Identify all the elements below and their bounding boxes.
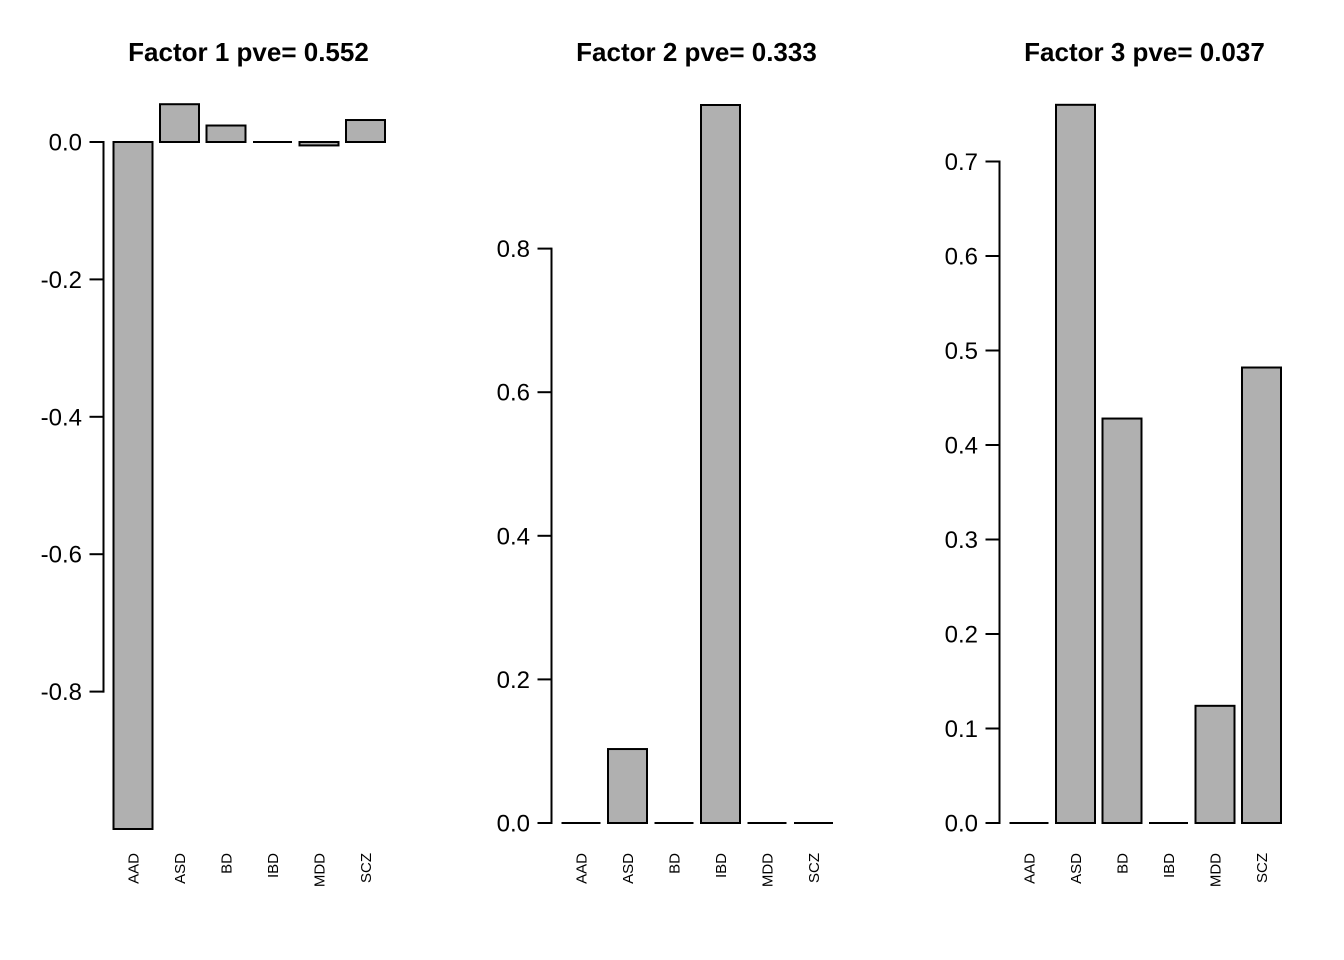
x-label-BD: BD xyxy=(1115,853,1132,874)
bar-SCZ xyxy=(1241,366,1282,824)
y-tick-label-0.4: 0.4 xyxy=(945,433,978,460)
panel-factor-1: Factor 1 pve= 0.552 0.0 -0.2 -0.4 -0.6 -0.8 A… xyxy=(0,0,448,960)
panel-factor-3: Factor 3 pve= 0.037 0.0 0.1 0.2 0.3 0.4 0.5 0.… xyxy=(896,0,1344,960)
x-label-MDD: MDD xyxy=(1208,853,1225,887)
y-tick-label-0.3: 0.3 xyxy=(945,527,978,554)
x-label-MDD: MDD xyxy=(312,853,329,887)
bar-SCZ xyxy=(345,119,386,143)
x-label-SCZ: SCZ xyxy=(1254,853,1271,883)
bar-BD xyxy=(1101,417,1143,824)
x-label-IBD: IBD xyxy=(265,853,282,878)
y-tick-label-0.7: 0.7 xyxy=(945,149,978,176)
factor-3-title: Factor 3 pve= 0.037 xyxy=(1024,37,1265,67)
x-label-AAD: AAD xyxy=(126,853,143,884)
x-label-IBD: IBD xyxy=(713,853,730,878)
y-tick-label-0.0: 0.0 xyxy=(497,811,530,838)
y-tick-label-0.1: 0.1 xyxy=(945,716,978,743)
y-tick-label--0.2: -0.2 xyxy=(41,267,82,294)
bar-MDD xyxy=(298,141,340,147)
panel-factor-2: Factor 2 pve= 0.333 0.0 0.2 0.4 0.6 0.8 AAD AS… xyxy=(448,0,896,960)
y-tick-label-0.0: 0.0 xyxy=(945,811,978,838)
y-tick-label-0.0: 0.0 xyxy=(49,130,82,157)
x-label-ASD: ASD xyxy=(172,853,189,884)
bar-ASD xyxy=(607,748,648,825)
x-label-MDD: MDD xyxy=(760,853,777,887)
y-tick-label-0.5: 0.5 xyxy=(945,338,978,365)
y-tick-label-0.2: 0.2 xyxy=(497,667,530,694)
bar-ASD xyxy=(159,103,200,143)
y-tick-label-0.4: 0.4 xyxy=(497,523,530,550)
x-label-ASD: ASD xyxy=(620,853,637,884)
x-label-BD: BD xyxy=(219,853,236,874)
factor-2-bar-chart: 0.0 0.2 0.4 0.6 0.8 AAD ASD BD IBD MDD SCZ xyxy=(497,104,833,887)
factor-1-title: Factor 1 pve= 0.552 xyxy=(128,37,369,67)
y-tick-label-0.2: 0.2 xyxy=(945,622,978,649)
bar-AAD xyxy=(112,141,154,830)
factor-3-bar-chart: 0.0 0.1 0.2 0.3 0.4 0.5 0.6 0.7 AAD ASD BD IBD MDD SC… xyxy=(945,103,1282,887)
y-tick-label-0.6: 0.6 xyxy=(497,380,530,407)
bar-ASD xyxy=(1055,103,1096,825)
y-tick-label--0.6: -0.6 xyxy=(41,542,82,569)
bar-IBD xyxy=(700,104,741,824)
y-tick-label--0.4: -0.4 xyxy=(41,404,82,431)
bar-MDD xyxy=(1194,704,1236,825)
x-label-AAD: AAD xyxy=(574,853,591,884)
factor-2-title: Factor 2 pve= 0.333 xyxy=(576,37,817,67)
y-tick-label--0.8: -0.8 xyxy=(41,679,82,706)
bar-BD xyxy=(205,124,247,144)
y-tick-label-0.6: 0.6 xyxy=(945,244,978,271)
x-label-SCZ: SCZ xyxy=(358,853,375,883)
y-tick-label-0.8: 0.8 xyxy=(497,236,530,263)
x-label-SCZ: SCZ xyxy=(806,853,823,883)
x-label-ASD: ASD xyxy=(1068,853,1085,884)
x-label-BD: BD xyxy=(667,853,684,874)
factor-1-bar-chart: 0.0 -0.2 -0.4 -0.6 -0.8 AAD ASD BD IBD MDD SCZ xyxy=(41,103,386,887)
x-label-IBD: IBD xyxy=(1161,853,1178,878)
x-label-AAD: AAD xyxy=(1022,853,1039,884)
